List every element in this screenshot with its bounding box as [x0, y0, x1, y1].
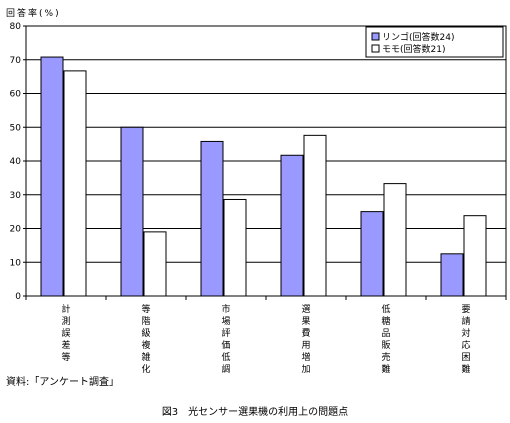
y-tick-label: 20: [10, 225, 22, 235]
category-labels: 計測誤差等 等階級複雑化 市場評価低調 選果費用増加 低糖品販売難 要請対応困難: [61, 303, 470, 375]
axes: [23, 25, 507, 300]
bar-apple: [40, 56, 64, 297]
bar-peach: [383, 183, 407, 297]
gridlines: [26, 59, 506, 263]
bars: [40, 56, 487, 297]
y-axis-label: 回答率(%): [6, 7, 61, 19]
y-tick-label: 10: [10, 258, 22, 268]
legend-label-apple: リンゴ(回答数24): [382, 31, 454, 43]
category-label: 等階級複雑化: [141, 303, 150, 375]
bar-peach: [463, 215, 487, 297]
category-label: 選果費用増加: [301, 304, 310, 375]
legend: リンゴ(回答数24) モモ(回答数21): [365, 26, 504, 58]
y-tick-label: 0: [15, 292, 21, 302]
bar-peach: [63, 70, 87, 297]
y-tick-label: 50: [10, 123, 22, 133]
bar-apple: [440, 253, 464, 297]
y-tick-labels: 0 10 20 30 40 50 60 70 80: [10, 22, 22, 302]
bar-apple: [360, 211, 384, 297]
category-label: 低糖品販売難: [381, 303, 390, 375]
y-tick-label: 30: [10, 191, 22, 201]
bar-apple: [120, 126, 144, 297]
category-label: 要請対応困難: [461, 304, 470, 375]
y-tick-label: 70: [10, 56, 22, 66]
bar-peach: [223, 198, 247, 297]
y-tick-label: 40: [10, 157, 22, 167]
y-tick-label: 60: [10, 90, 22, 100]
legend-swatch-peach: [371, 44, 380, 53]
bar-apple: [200, 140, 224, 297]
legend-swatch-apple: [371, 32, 380, 41]
legend-box: [365, 26, 504, 58]
figure-caption: 図3 光センサー選果機の利用上の問題点: [162, 405, 348, 418]
category-label: 市場評価低調: [221, 303, 230, 375]
bar-peach: [303, 134, 327, 297]
category-label: 計測誤差等: [61, 303, 70, 363]
bar-peach: [143, 231, 167, 297]
legend-label-peach: モモ(回答数21): [382, 43, 445, 55]
y-tick-label: 80: [10, 22, 22, 32]
source-note: 資料:「アンケート調査」: [6, 375, 119, 388]
bar-apple: [280, 154, 304, 297]
